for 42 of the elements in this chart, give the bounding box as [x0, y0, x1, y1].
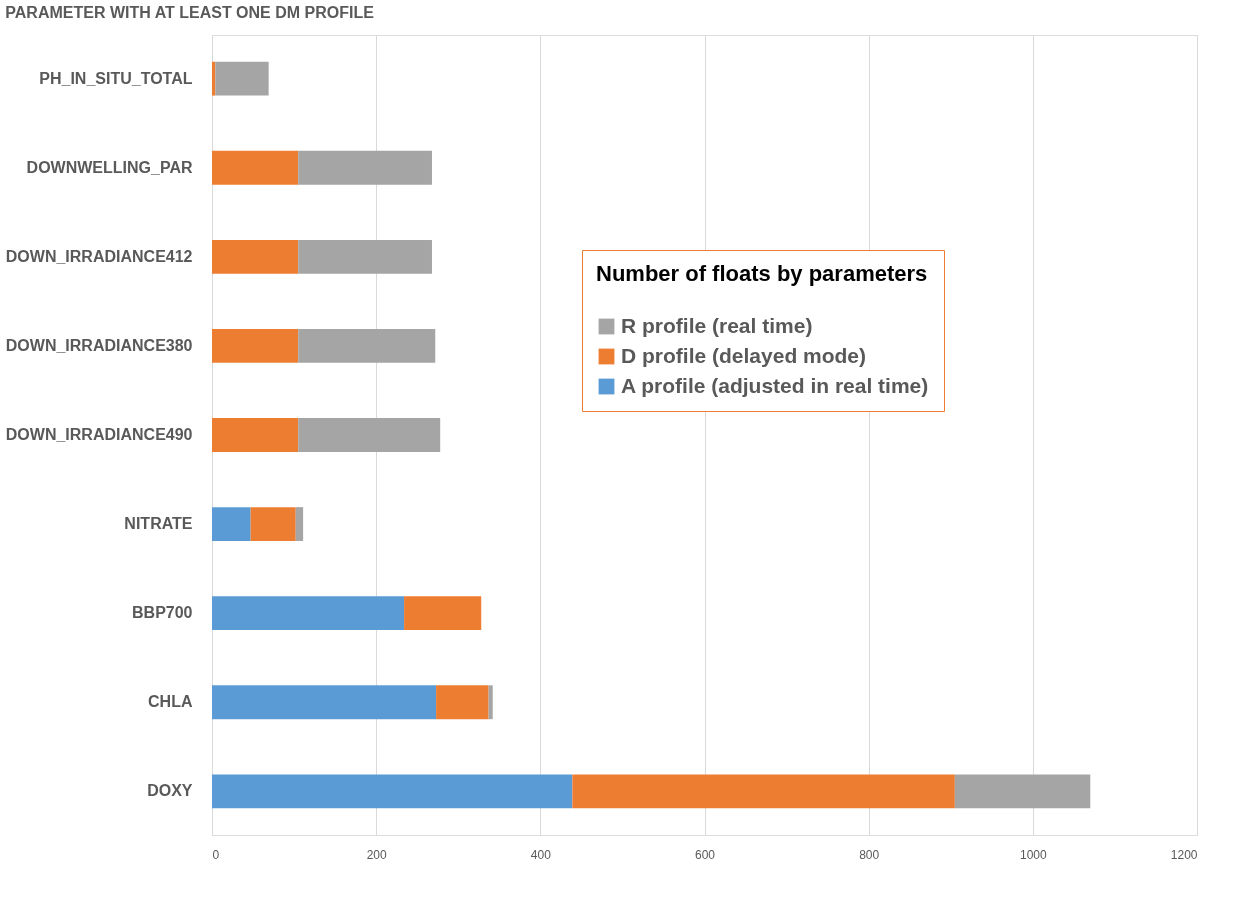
x-tick-label: 200 [366, 847, 387, 862]
x-tick-label: 1000 [1019, 847, 1047, 862]
y-tick-label: DOWN_IRRADIANCE380 [5, 336, 193, 354]
bar [298, 418, 441, 452]
bar [212, 596, 405, 631]
bar [212, 507, 251, 542]
y-tick-label: DOWN_IRRADIANCE490 [5, 426, 193, 443]
bar [298, 150, 432, 185]
y-tick-label: CHLA [148, 693, 193, 711]
chart-title: PARAMETER WITH AT LEAST ONE DM PROFILE [5, 4, 375, 21]
x-tick-label: 600 [694, 847, 716, 862]
bar [436, 685, 489, 720]
y-tick-label: BBP700 [132, 604, 193, 622]
bar [212, 685, 437, 720]
y-tick-label: NITRATE [124, 515, 193, 533]
y-tick-label: DOWN_IRRADIANCE412 [5, 247, 193, 265]
bar [212, 418, 299, 452]
bar [212, 150, 299, 185]
bar [212, 774, 573, 809]
legend-label: R profile (real time) [621, 313, 813, 337]
legend-title: Number of floats by parameters [596, 261, 928, 286]
bar [212, 239, 299, 274]
legend-label: D profile (delayed mode) [621, 343, 867, 367]
bar [298, 328, 436, 363]
bar [212, 61, 216, 96]
bar [488, 685, 493, 720]
bar [212, 328, 299, 363]
bar [298, 239, 432, 274]
x-tick-label: 800 [859, 847, 880, 862]
bar [954, 774, 1091, 809]
y-tick-label: DOXY [147, 782, 193, 800]
x-tick-label: 1200 [1170, 847, 1198, 862]
x-tick-label: 400 [530, 847, 552, 862]
bar [215, 61, 269, 96]
bar [295, 507, 304, 542]
legend-label: A profile (adjusted in real time) [621, 373, 929, 397]
y-tick-label: PH_IN_SITU_TOTAL [39, 69, 193, 87]
y-tick-label: DOWNWELLING_PAR [26, 158, 193, 176]
bar [572, 774, 955, 809]
x-tick-label: 0 [212, 847, 220, 862]
bar [250, 507, 296, 542]
bar [404, 596, 482, 631]
